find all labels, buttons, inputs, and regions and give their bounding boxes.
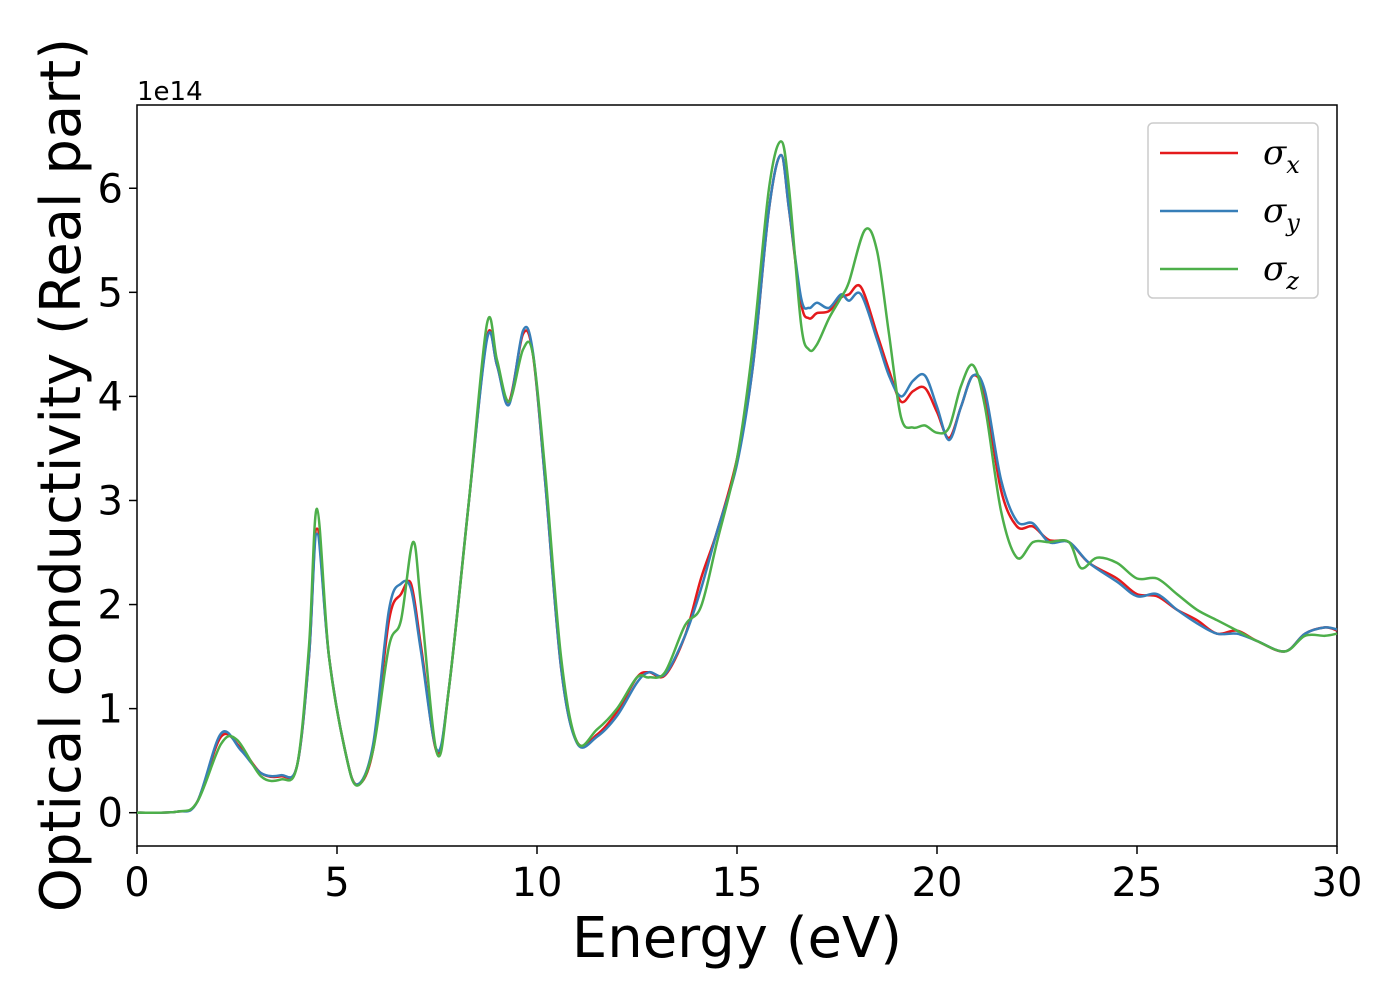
- x-tick-label: 10: [512, 860, 563, 906]
- series-lines: [136, 140, 1338, 815]
- y-tick-label: 5: [98, 270, 123, 316]
- y-tick-label: 2: [98, 583, 123, 629]
- x-axis: 0 5 10 15 20 25 30: [124, 846, 1362, 906]
- y-tick-label: 4: [98, 374, 123, 420]
- y-tick-label: 6: [98, 166, 123, 212]
- x-tick-label: 20: [912, 860, 963, 906]
- x-tick-label: 5: [324, 860, 349, 906]
- y-tick-label: 0: [98, 791, 123, 837]
- y-axis: 0 1 2 3 4 5 6: [98, 166, 137, 837]
- x-tick-label: 0: [124, 860, 149, 906]
- y-offset-label: 1e14: [137, 77, 203, 107]
- x-tick-label: 15: [712, 860, 763, 906]
- y-tick-label: 1: [98, 687, 123, 733]
- x-axis-label: Energy (eV): [572, 906, 902, 971]
- y-axis-label: Optical conductivity (Real part): [29, 38, 94, 912]
- y-tick-label: 3: [98, 478, 123, 524]
- x-tick-label: 25: [1112, 860, 1163, 906]
- x-tick-label: 30: [1312, 860, 1363, 906]
- plot-area: [136, 104, 1338, 847]
- series-line-z: [136, 140, 1338, 815]
